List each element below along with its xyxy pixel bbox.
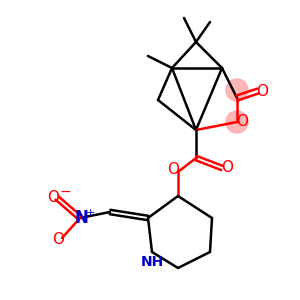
Text: −: − (59, 185, 71, 199)
Text: O: O (167, 163, 179, 178)
Text: O: O (52, 232, 64, 247)
Text: O: O (256, 83, 268, 98)
Text: O: O (221, 160, 233, 175)
Circle shape (226, 111, 248, 133)
Text: O: O (236, 115, 248, 130)
Text: NH: NH (140, 255, 164, 269)
Text: O: O (47, 190, 59, 205)
Text: N: N (74, 209, 88, 227)
Circle shape (226, 79, 248, 101)
Text: +: + (85, 208, 95, 218)
